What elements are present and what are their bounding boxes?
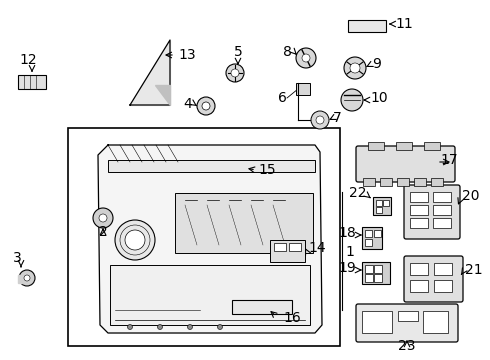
- Text: 5: 5: [234, 45, 243, 59]
- Bar: [434, 263, 452, 275]
- Bar: [410, 263, 428, 275]
- Text: 10: 10: [370, 91, 388, 105]
- Circle shape: [125, 230, 145, 250]
- Text: 11: 11: [395, 17, 413, 31]
- Bar: [348, 20, 386, 32]
- FancyBboxPatch shape: [356, 146, 455, 182]
- Text: 21: 21: [465, 263, 483, 277]
- Bar: [383, 200, 389, 206]
- Bar: [365, 230, 372, 237]
- Bar: [410, 192, 428, 202]
- Bar: [296, 83, 310, 95]
- Bar: [18, 75, 46, 89]
- Text: 1: 1: [345, 245, 354, 259]
- Circle shape: [99, 214, 107, 222]
- Text: 2: 2: [98, 225, 107, 239]
- Bar: [365, 265, 373, 273]
- Text: 8: 8: [283, 45, 292, 59]
- Text: 23: 23: [398, 339, 416, 353]
- Text: 4: 4: [183, 97, 192, 111]
- Bar: [424, 142, 440, 150]
- Bar: [108, 160, 315, 172]
- Bar: [365, 239, 372, 246]
- Text: 16: 16: [283, 311, 301, 325]
- Bar: [397, 178, 409, 186]
- Bar: [396, 142, 412, 150]
- Circle shape: [24, 275, 30, 281]
- Text: 20: 20: [462, 189, 480, 203]
- Text: 9: 9: [372, 57, 381, 71]
- Circle shape: [93, 208, 113, 228]
- Bar: [414, 178, 426, 186]
- Text: 17: 17: [440, 153, 458, 167]
- Circle shape: [350, 63, 360, 73]
- Circle shape: [127, 324, 132, 329]
- Text: 3: 3: [13, 251, 22, 265]
- FancyBboxPatch shape: [404, 185, 460, 239]
- Bar: [410, 218, 428, 228]
- Bar: [374, 274, 382, 282]
- Bar: [433, 218, 451, 228]
- Bar: [232, 300, 292, 314]
- Bar: [362, 311, 392, 333]
- Bar: [274, 243, 286, 251]
- Circle shape: [157, 324, 163, 329]
- Bar: [398, 311, 418, 321]
- Bar: [175, 193, 313, 253]
- Circle shape: [202, 102, 210, 110]
- Bar: [431, 178, 443, 186]
- Text: 12: 12: [19, 53, 37, 67]
- Polygon shape: [130, 40, 170, 105]
- Circle shape: [316, 116, 324, 124]
- Circle shape: [302, 54, 310, 62]
- Bar: [373, 197, 391, 215]
- Polygon shape: [155, 85, 170, 105]
- Polygon shape: [98, 145, 322, 333]
- Circle shape: [19, 270, 35, 286]
- Text: 14: 14: [308, 241, 326, 255]
- Bar: [363, 178, 375, 186]
- Bar: [433, 192, 451, 202]
- Bar: [410, 205, 428, 215]
- Circle shape: [231, 69, 239, 77]
- Bar: [362, 262, 390, 284]
- Bar: [374, 265, 382, 273]
- Bar: [365, 274, 373, 282]
- Polygon shape: [18, 275, 26, 283]
- Circle shape: [226, 64, 244, 82]
- Bar: [289, 243, 301, 251]
- Bar: [374, 230, 381, 237]
- FancyBboxPatch shape: [404, 256, 463, 302]
- Bar: [423, 311, 448, 333]
- Bar: [434, 280, 452, 292]
- Circle shape: [311, 111, 329, 129]
- Text: 22: 22: [348, 186, 366, 200]
- Bar: [68, 128, 340, 346]
- Text: 6: 6: [278, 91, 287, 105]
- Circle shape: [341, 89, 363, 111]
- Circle shape: [296, 48, 316, 68]
- Bar: [362, 227, 382, 249]
- Text: 18: 18: [338, 226, 356, 240]
- Circle shape: [197, 97, 215, 115]
- Bar: [433, 205, 451, 215]
- FancyBboxPatch shape: [356, 304, 458, 342]
- Circle shape: [115, 220, 155, 260]
- Circle shape: [188, 324, 193, 329]
- Text: 13: 13: [178, 48, 196, 62]
- Bar: [380, 178, 392, 186]
- Text: 7: 7: [333, 111, 342, 125]
- Bar: [368, 142, 384, 150]
- Circle shape: [218, 324, 222, 329]
- Circle shape: [344, 57, 366, 79]
- Bar: [376, 207, 382, 213]
- Bar: [410, 280, 428, 292]
- Bar: [270, 240, 305, 262]
- Bar: [110, 265, 310, 325]
- Bar: [376, 200, 382, 206]
- Text: 15: 15: [258, 163, 275, 177]
- Text: 19: 19: [338, 261, 356, 275]
